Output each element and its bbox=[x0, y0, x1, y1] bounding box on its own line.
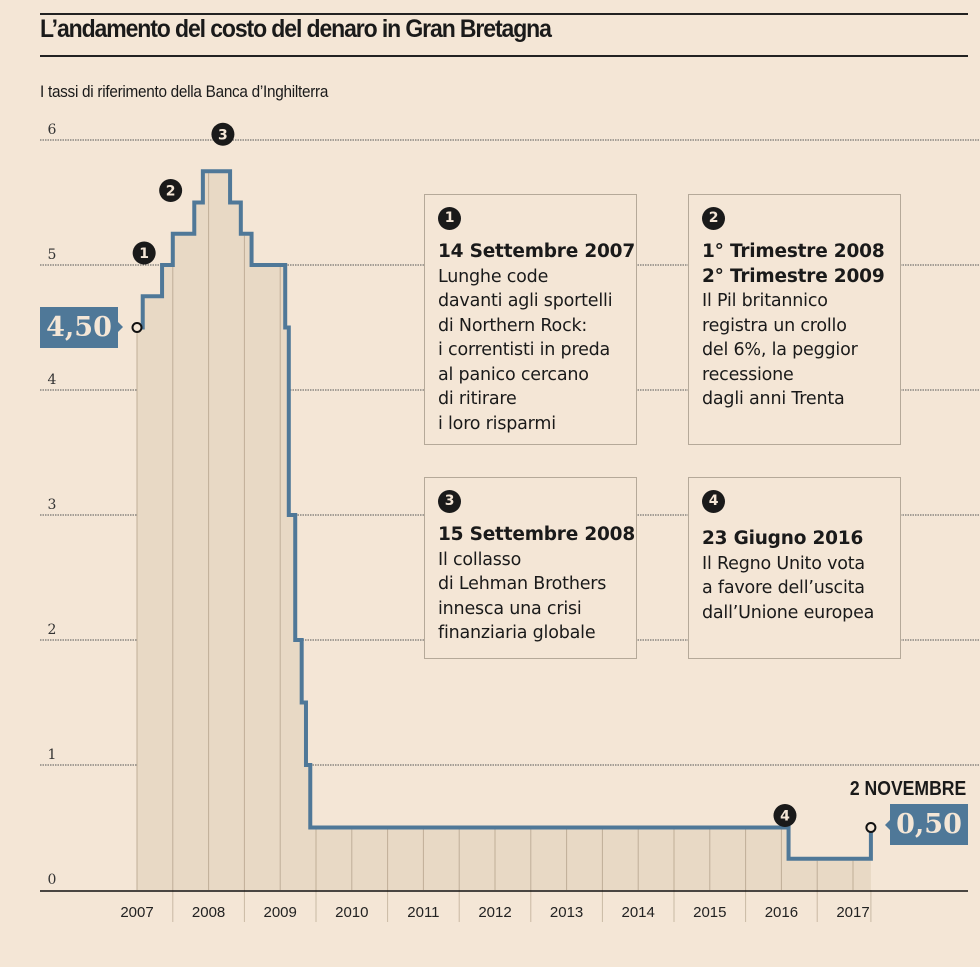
y-tick-label: 0 bbox=[48, 872, 57, 888]
event-marker-1: 1 bbox=[132, 241, 156, 265]
y-tick-label: 4 bbox=[48, 372, 57, 388]
annotation-heading: 23 Giugno 2016 bbox=[702, 528, 864, 549]
chart-subtitle: I tassi di riferimento della Banca d’Ing… bbox=[40, 82, 329, 101]
annotation-box-1: 1 14 Settembre 2007 Lunghe code davanti … bbox=[424, 194, 637, 445]
rate-line bbox=[137, 169, 873, 861]
annotation-number: 4 bbox=[702, 490, 725, 513]
chart-title: L’andamento del costo del denaro in Gran… bbox=[40, 15, 552, 43]
annotation-text: Il collasso di Lehman Brothers innesca u… bbox=[438, 549, 607, 644]
end-label-pointer bbox=[885, 820, 890, 830]
x-tick-label: 2017 bbox=[836, 904, 869, 921]
event-marker-number: 2 bbox=[166, 184, 176, 200]
rate-area bbox=[137, 171, 871, 890]
annotation-number: 1 bbox=[438, 207, 461, 230]
event-marker-4: 4 bbox=[773, 804, 797, 827]
event-marker-circle bbox=[159, 179, 183, 202]
annotation-heading: 1° Trimestre 2008 2° Trimestre 2009 bbox=[702, 241, 885, 287]
event-marker-number: 3 bbox=[218, 127, 228, 143]
x-tick-label: 2011 bbox=[407, 904, 439, 921]
event-marker-number: 4 bbox=[780, 809, 790, 825]
event-marker-3: 3 bbox=[211, 122, 235, 146]
end-value-label: 0,50 bbox=[890, 804, 968, 845]
x-tick-label: 2016 bbox=[765, 904, 798, 921]
annotation-text: Lunghe code davanti agli sportelli di No… bbox=[438, 266, 613, 434]
x-tick-label: 2013 bbox=[550, 904, 583, 921]
title-rule bbox=[40, 55, 968, 57]
event-marker-circle bbox=[773, 804, 797, 827]
endpoint-marker bbox=[131, 322, 143, 333]
x-tick-label: 2007 bbox=[120, 904, 153, 921]
y-tick-label: 5 bbox=[48, 247, 57, 263]
annotation-text: Il Pil britannico registra un crollo del… bbox=[702, 291, 858, 409]
event-marker-number: 1 bbox=[139, 246, 149, 262]
annotation-number: 3 bbox=[438, 490, 461, 513]
annotation-text: Il Regno Unito vota a favore dell’uscita… bbox=[702, 553, 875, 623]
annotation-box-4: 4 23 Giugno 2016 Il Regno Unito vota a f… bbox=[688, 477, 901, 659]
endpoint-marker bbox=[865, 822, 877, 833]
event-marker-circle bbox=[132, 241, 156, 265]
y-tick-label: 1 bbox=[48, 747, 57, 763]
x-tick-label: 2014 bbox=[622, 904, 655, 921]
x-tick-label: 2008 bbox=[192, 904, 225, 921]
annotation-box-3: 3 15 Settembre 2008 Il collasso di Lehma… bbox=[424, 477, 637, 659]
x-tick-label: 2009 bbox=[264, 904, 297, 921]
top-rule bbox=[40, 13, 968, 15]
annotation-number: 2 bbox=[702, 207, 725, 230]
event-marker-2: 2 bbox=[159, 179, 183, 202]
x-tick-label: 2012 bbox=[478, 904, 511, 921]
end-date-label: 2 NOVEMBRE bbox=[849, 778, 966, 800]
x-tick-label: 2015 bbox=[693, 904, 726, 921]
event-marker-circle bbox=[211, 122, 235, 146]
y-tick-label: 2 bbox=[48, 622, 57, 638]
y-tick-label: 3 bbox=[48, 497, 57, 513]
annotation-box-2: 2 1° Trimestre 2008 2° Trimestre 2009 Il… bbox=[688, 194, 901, 445]
x-tick-label: 2010 bbox=[335, 904, 368, 921]
y-tick-label: 6 bbox=[48, 122, 57, 138]
start-label-pointer bbox=[118, 322, 123, 332]
start-value-label: 4,50 bbox=[40, 307, 118, 348]
annotation-heading: 14 Settembre 2007 bbox=[438, 241, 636, 262]
annotation-heading: 15 Settembre 2008 bbox=[438, 524, 636, 545]
